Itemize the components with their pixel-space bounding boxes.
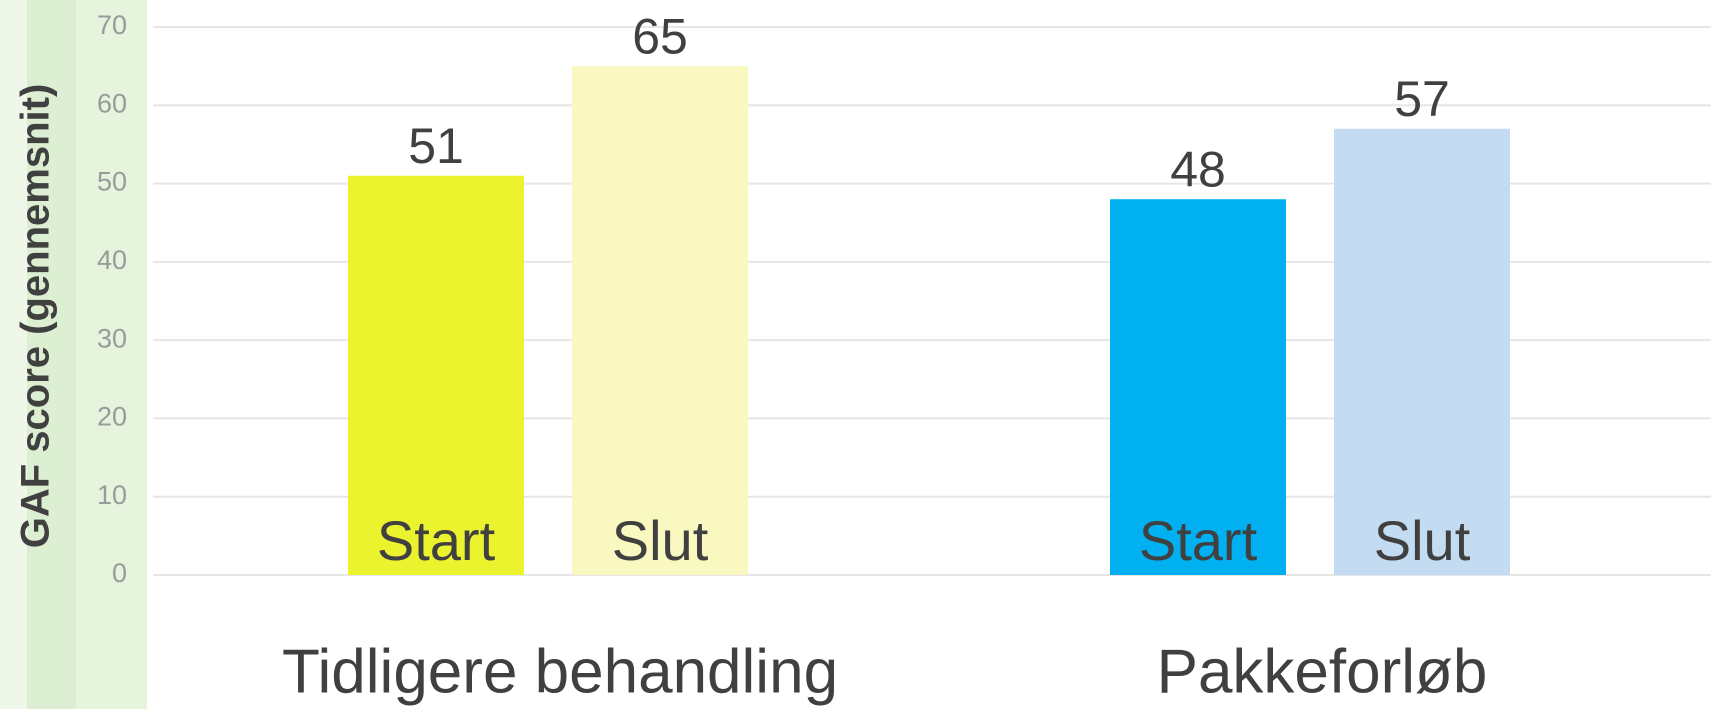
y-tick-label: 10	[97, 480, 127, 510]
y-tick-label: 60	[97, 88, 127, 118]
y-tick-label: 20	[97, 402, 127, 432]
bar	[1334, 128, 1510, 575]
strip	[0, 0, 27, 709]
bar	[572, 66, 748, 576]
y-tick-label: 0	[112, 558, 127, 588]
x-tick-label: Pakkeforløb	[1157, 637, 1488, 706]
series-label: Slut	[612, 509, 709, 572]
value-label: 51	[408, 118, 464, 174]
strip	[76, 0, 147, 709]
bar	[1110, 199, 1286, 575]
value-label: 65	[632, 8, 688, 64]
y-tick-label: 70	[97, 10, 127, 40]
bar	[348, 175, 524, 575]
value-label: 57	[1394, 71, 1450, 127]
value-label: 48	[1170, 141, 1226, 197]
strip	[27, 0, 76, 709]
x-tick-label: Tidligere behandling	[282, 637, 838, 706]
series-label: Start	[377, 509, 496, 572]
y-tick-label: 30	[97, 323, 127, 353]
series-label: Slut	[1374, 509, 1471, 572]
y-axis-label: GAF score (gennemsnit)	[14, 84, 58, 549]
y-tick-label: 40	[97, 245, 127, 275]
series-label: Start	[1139, 509, 1258, 572]
y-tick-label: 50	[97, 167, 127, 197]
